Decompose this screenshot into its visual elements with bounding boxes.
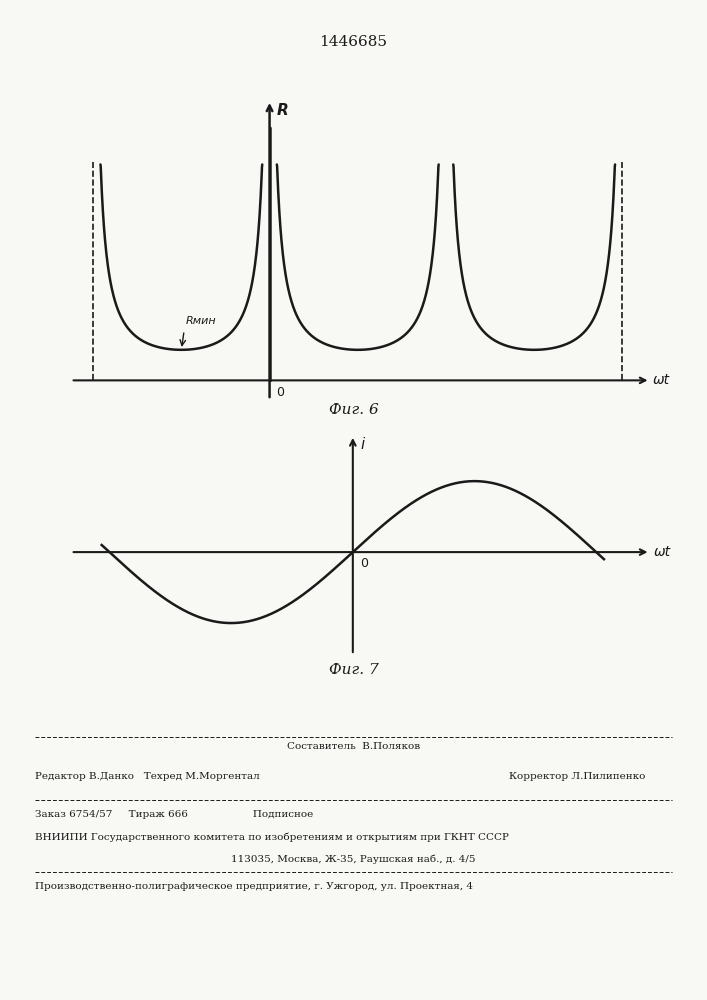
Text: ωt: ωt [654,545,672,559]
Text: 0: 0 [361,557,368,570]
Text: i: i [361,437,365,452]
Text: Корректор Л.Пилипенко: Корректор Л.Пилипенко [509,772,645,781]
Text: Заказ 6754/57     Тираж 666                    Подписное: Заказ 6754/57 Тираж 666 Подписное [35,810,314,819]
Text: ВНИИПИ Государственного комитета по изобретениям и открытиям при ГКНТ СССР: ВНИИПИ Государственного комитета по изоб… [35,833,509,842]
Text: R: R [276,103,288,118]
Text: Фиг. 6: Фиг. 6 [329,403,378,417]
Text: Производственно-полиграфическое предприятие, г. Ужгород, ул. Проектная, 4: Производственно-полиграфическое предприя… [35,882,474,891]
Text: Составитель  В.Поляков: Составитель В.Поляков [287,742,420,751]
Text: Фиг. 7: Фиг. 7 [329,663,378,677]
Text: ωt: ωt [653,373,670,387]
Text: 1446685: 1446685 [320,35,387,49]
Text: Rмин: Rмин [186,316,216,326]
Text: 0: 0 [276,386,284,399]
Text: 113035, Москва, Ж-35, Раушская наб., д. 4/5: 113035, Москва, Ж-35, Раушская наб., д. … [231,854,476,863]
Text: Редактор В.Данко   Техред М.Моргентал: Редактор В.Данко Техред М.Моргентал [35,772,260,781]
